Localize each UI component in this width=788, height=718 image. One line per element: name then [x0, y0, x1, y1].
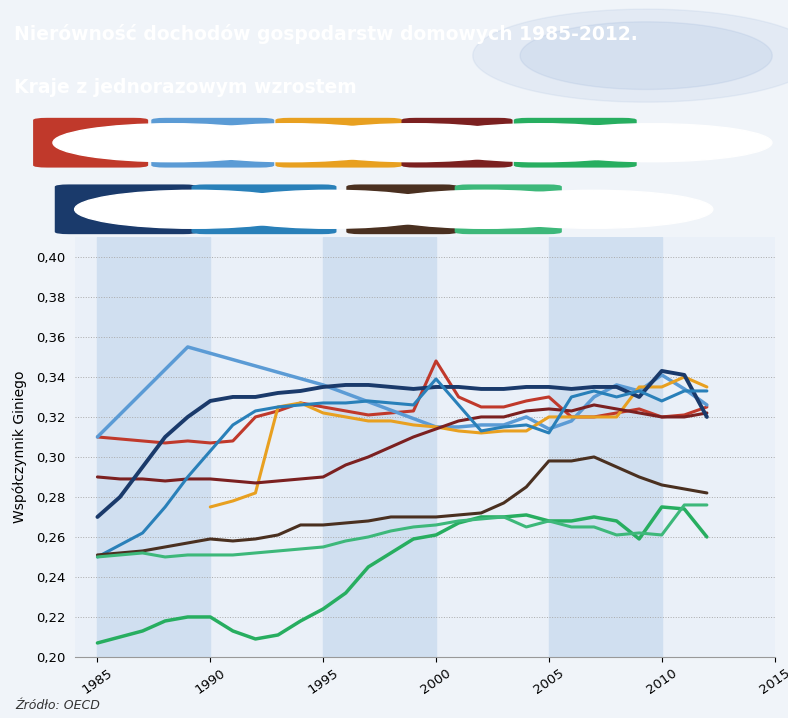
Bar [98, 237, 210, 657]
Text: Nowa Zelandia: Nowa Zelandia [227, 202, 331, 216]
FancyBboxPatch shape [151, 118, 274, 167]
Polygon shape [473, 9, 788, 102]
Circle shape [474, 190, 713, 228]
FancyBboxPatch shape [455, 185, 562, 234]
Text: Włochy: Włochy [76, 136, 128, 149]
Circle shape [75, 190, 313, 228]
Text: Kanada: Kanada [441, 136, 494, 149]
Bar [549, 237, 662, 657]
FancyBboxPatch shape [191, 185, 336, 234]
FancyBboxPatch shape [276, 118, 402, 167]
Text: Niemcy: Niemcy [387, 202, 438, 216]
Y-axis label: Współczynnik Giniego: Współczynnik Giniego [13, 370, 28, 523]
Text: Kraje z jednorazowym wzrostem: Kraje z jednorazowym wzrostem [14, 78, 357, 97]
Circle shape [211, 190, 450, 228]
Text: Źródło: OECD: Źródło: OECD [16, 699, 101, 712]
Circle shape [171, 123, 410, 162]
FancyBboxPatch shape [401, 118, 512, 167]
Text: Wlk. Brytania: Wlk. Brytania [94, 202, 188, 216]
Text: Nierówność dochodów gospodarstw domowych 1985-2012.: Nierówność dochodów gospodarstw domowych… [14, 24, 638, 45]
FancyBboxPatch shape [55, 185, 197, 234]
FancyBboxPatch shape [347, 185, 457, 234]
Text: Finlandia: Finlandia [556, 136, 620, 149]
Circle shape [53, 123, 292, 162]
Polygon shape [520, 22, 772, 90]
Text: Hiszpania: Hiszpania [318, 136, 385, 149]
Circle shape [533, 123, 772, 162]
Circle shape [422, 123, 660, 162]
Circle shape [366, 190, 604, 228]
Circle shape [296, 123, 533, 162]
FancyBboxPatch shape [33, 118, 148, 167]
Text: Australia: Australia [194, 136, 257, 149]
Text: Austria: Austria [493, 202, 544, 216]
FancyBboxPatch shape [514, 118, 637, 167]
Bar [323, 237, 436, 657]
